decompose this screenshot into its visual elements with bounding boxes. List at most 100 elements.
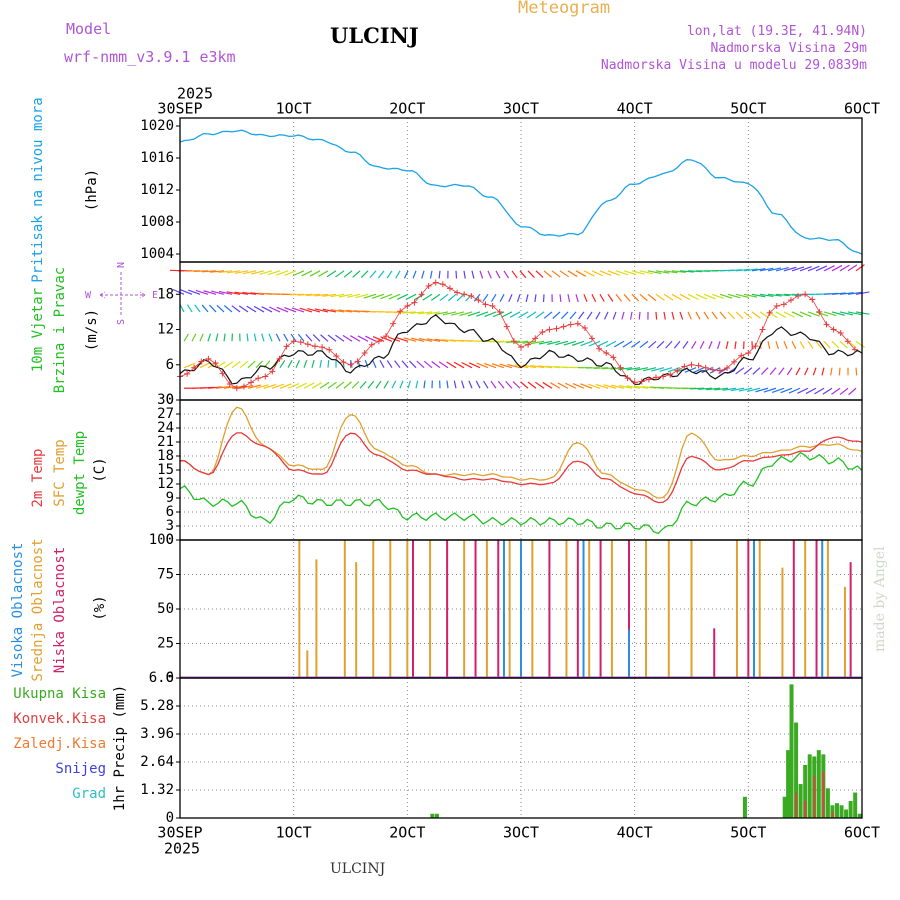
wind-barb [231,361,241,369]
dewpt-line [179,451,863,535]
wind-barb [320,334,329,342]
wind-barb [775,341,779,350]
pressure-title: Pritisak na nivou mora [30,97,46,282]
high-cloud-label: Visoka Oblacnost [10,543,26,678]
wind-barb [483,380,489,389]
wind-gust-marker [546,326,553,333]
wind-barb [234,291,249,295]
wind-barb [391,380,397,389]
wind-barb [655,293,665,301]
y-tick-label: 6 [166,504,174,520]
y-tick-label: 0 [166,810,174,826]
wind-barb [459,311,473,317]
wind-barb [371,293,385,299]
wind-gust-marker [681,363,688,370]
x-tick-label-bottom: 2OCT [389,824,425,842]
wind-barb [580,383,593,389]
wind-gust-marker [823,321,830,328]
wind-barb [401,360,409,369]
y-tick-label: 1.32 [140,782,174,798]
wind-barb [578,311,585,320]
wind-barb [711,293,724,300]
wind-barb [207,333,212,342]
wind-barb [499,363,513,369]
wind-barb [201,304,209,313]
wind-barb [738,387,753,392]
wind-barb [509,311,521,318]
wind-barb [530,340,545,345]
x-tick-label-top: 2OCT [389,100,425,118]
wind-gust-marker [638,378,645,385]
wind-gust-marker [667,371,674,378]
wind-barb [468,362,481,369]
wind-barb [786,367,793,376]
wind-gust-marker [738,352,745,359]
wind-barb [507,363,521,369]
wind-barb [711,311,718,320]
wind-barb [246,333,249,342]
wind-barb [203,290,217,295]
wind-barb [369,270,377,279]
wind-barb [451,311,465,316]
wind-barb [631,270,645,275]
wind-gust-marker [311,343,318,350]
wind-barb [767,267,782,272]
wind-barb [307,307,321,313]
wind-barb [359,380,367,389]
total-precip-bar [844,809,849,818]
wind-barb [599,270,612,277]
wind-barb [569,311,577,320]
wind-barb [395,270,401,279]
wind-barb [279,360,286,369]
wind-gust-marker [390,320,397,327]
wind-barb [297,333,305,342]
wind-gust-marker [745,350,752,357]
wind-barb [679,311,684,320]
wind-gust-marker [674,367,681,374]
wind-gust-marker [468,293,475,300]
wind-barb [476,362,489,369]
wind-barb [172,288,185,295]
x-tick-label-bottom: 4OCT [617,824,653,842]
wind-barb [594,367,609,370]
wind-barb [479,270,484,279]
wind-barb [703,293,716,300]
wind-barb [463,270,466,279]
wind-barb [799,266,812,272]
total-precip-bar [857,813,862,818]
wind-barb [352,270,361,278]
wind-barb [775,267,789,272]
wind-gust-marker [383,333,390,340]
wind-gust-marker [439,281,446,288]
wind-barb [743,268,758,272]
wind-barb [831,264,843,272]
wind-barb [671,293,682,301]
wind-barb [695,293,708,300]
wind-barb [631,293,640,302]
total-precip-bar [789,684,794,818]
wind-barb [831,311,845,316]
wind-barb [690,387,705,390]
wind-barb [618,384,633,389]
wind-barb [487,270,492,279]
wind-barb [442,311,457,316]
wind-barb [490,293,497,302]
station-title: ULCINJ [330,23,419,48]
wind-barb [701,367,713,374]
temp-unit: (C) [92,457,108,482]
wind-barb [234,270,249,274]
wind-barb [667,367,681,373]
wind-barb [831,340,840,349]
wind-barb [626,367,641,371]
wind-barb [638,311,641,320]
wind-barb [495,270,501,279]
wind-barb [418,311,433,315]
wind-barb [467,311,481,317]
wind-barb [767,293,782,297]
wind-gust-marker [489,303,496,310]
wind-barb [839,264,850,272]
wind-barb [448,293,457,302]
wind-gust-marker [752,343,759,350]
total-precip-bar [742,796,747,818]
wind-barb [823,265,835,272]
